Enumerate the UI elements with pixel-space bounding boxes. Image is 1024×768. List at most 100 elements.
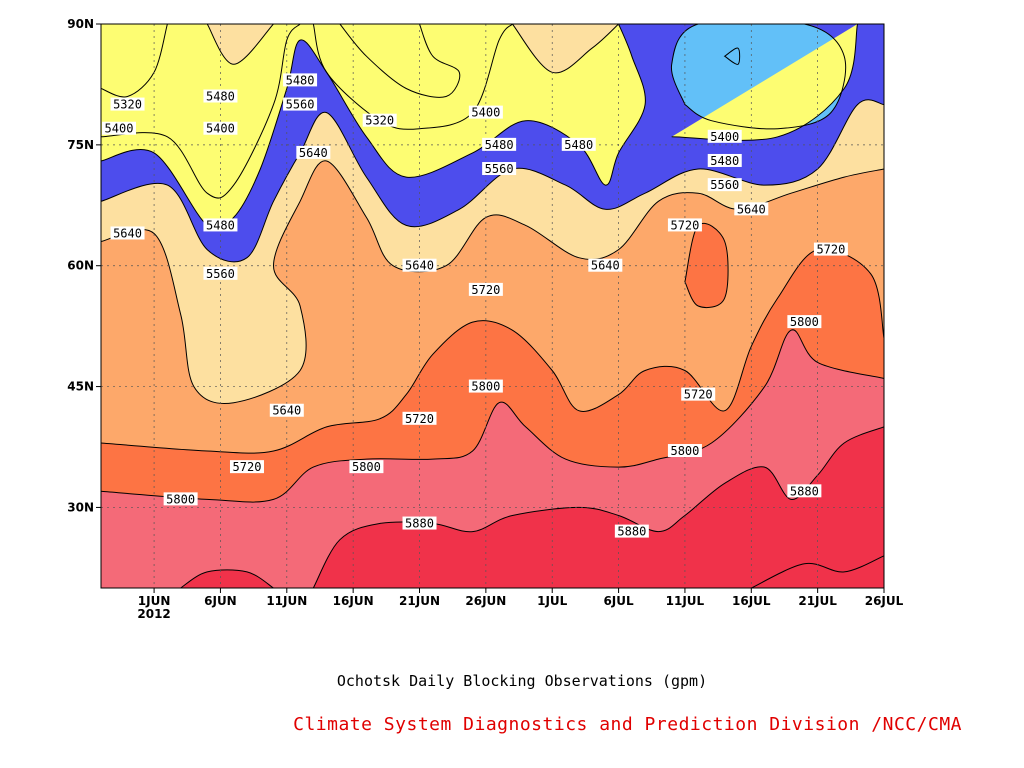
contour-labels: 5320 5400 5480 5400 5480 5560 5640 5320 5400 5480… [102,73,848,539]
x-tick-label: 26JUL [865,594,904,608]
contour-band-5480 [101,24,646,231]
svg-text:5720: 5720 [684,388,713,402]
contour-line-5400 [671,24,847,130]
contour-label: 5800 [787,315,822,329]
x-tick-label: 2012 [137,607,170,621]
contour-label: 5320 [110,97,145,112]
x-tick-label: 21JUL [798,594,837,608]
contour-band-5720 [684,223,729,308]
x-tick-label: 6JUN [204,594,237,608]
contour-line-5640 [101,160,884,404]
svg-text:5880: 5880 [405,517,434,531]
svg-text:5400: 5400 [206,122,235,136]
contour-line-5320 [723,47,741,65]
plot-frame [100,23,885,589]
svg-text:5480: 5480 [206,218,235,232]
x-tick-label: 1JUL [537,594,568,608]
x-tick-label: 1JUN [138,594,171,608]
contour-label: 5560 [283,97,318,112]
y-tick-label: 75N [67,138,94,152]
contour-line-5560 [101,99,884,263]
contour-label: 5800 [667,444,702,458]
y-tick-label: 45N [67,380,94,394]
contour-label: 5400 [707,129,742,144]
svg-text:5800: 5800 [471,380,500,394]
svg-text:5800: 5800 [670,444,699,458]
svg-text:5800: 5800 [166,492,195,506]
contour-label: 5640 [734,202,769,216]
svg-text:5320: 5320 [113,98,142,112]
svg-text:5720: 5720 [471,283,500,297]
x-tick-label: 16JUL [732,594,771,608]
svg-text:5880: 5880 [617,525,646,539]
svg-text:5400: 5400 [710,130,739,144]
contour-line-5720 [101,248,884,454]
contour-label: 5720 [813,242,848,257]
contour-band-5480 [671,24,858,141]
credit-line: Climate System Diagnostics and Predictio… [293,714,962,735]
contour-band-5880 [101,426,884,588]
svg-text:5720: 5720 [670,218,699,232]
contour-label: 5560 [707,178,742,192]
svg-text:5880: 5880 [790,484,819,498]
contour-label: 5720 [681,387,716,402]
contour-line-5400 [101,24,301,199]
contour-label: 5480 [707,153,742,168]
contour-band-5880 [180,569,274,588]
x-tick-label: 16JUN [333,594,374,608]
svg-text:5720: 5720 [233,460,262,474]
contour-label: 5880 [787,484,822,498]
contour-line-5560 [512,24,619,74]
contour-label: 5640 [402,258,437,273]
svg-text:5800: 5800 [790,315,819,329]
contour-line-5320 [101,24,168,98]
contour-label: 5800 [163,492,198,506]
contour-label: 5880 [614,524,649,539]
x-tick-label: 6JUL [603,594,634,608]
svg-text:5400: 5400 [471,106,500,120]
contour-line-5320 [339,24,461,98]
svg-text:5480: 5480 [206,90,235,104]
svg-text:5800: 5800 [352,460,381,474]
contour-label: 5480 [561,137,596,152]
svg-text:5400: 5400 [105,122,134,136]
contour-line-5880 [751,555,884,588]
contour-band-5560 [207,24,274,65]
svg-text:5640: 5640 [299,146,328,160]
svg-text:5560: 5560 [206,267,235,281]
svg-text:5560: 5560 [286,98,315,112]
contour-label: 5720 [229,460,264,474]
contour-fills [101,24,884,588]
contour-label: 5640 [296,145,331,160]
contour-label: 5480 [203,218,238,232]
contour-label: 5400 [102,121,136,136]
x-tick-label: 26JUN [465,594,506,608]
chart-caption: Ochotsk Daily Blocking Observations (gpm… [336,672,708,690]
contour-line-5880 [180,569,274,588]
y-tick-label: 30N [67,500,94,514]
contour-label: 5560 [203,266,238,281]
svg-text:5720: 5720 [816,243,845,257]
contour-label: 5880 [402,516,437,531]
svg-text:5560: 5560 [485,162,514,176]
contour-label: 5720 [402,411,437,426]
contour-label: 5480 [283,73,318,87]
contour-line-5560 [206,24,274,65]
contour-label: 5640 [269,403,304,418]
svg-text:5480: 5480 [286,73,315,87]
contour-label: 5800 [349,460,384,474]
contour-label: 5720 [468,282,503,297]
svg-text:5560: 5560 [710,178,739,192]
contour-label: 5480 [203,89,238,104]
contour-label: 5480 [482,137,517,152]
contour-label: 5560 [482,162,517,176]
contour-label: 5640 [588,258,623,273]
x-tick-label: 11JUL [666,594,705,608]
contour-label: 5640 [110,226,145,240]
svg-text:5480: 5480 [710,154,739,168]
contour-label: 5400 [468,105,503,120]
x-tick-label: 11JUN [266,594,307,608]
contour-label: 5320 [362,113,397,128]
svg-text:5720: 5720 [405,412,434,426]
